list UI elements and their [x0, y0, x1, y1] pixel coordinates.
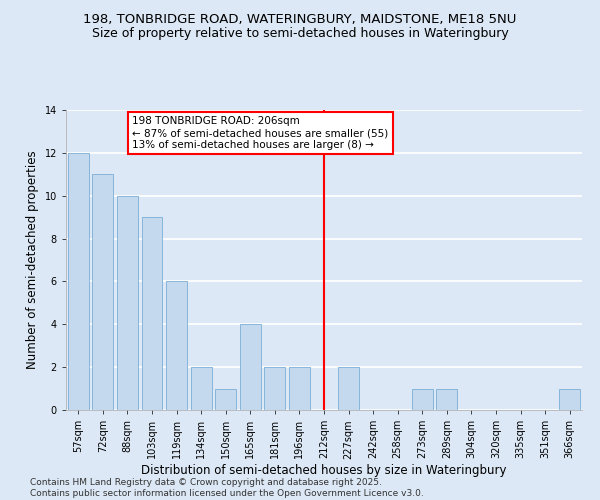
- Bar: [289, 367, 310, 410]
- Text: 198 TONBRIDGE ROAD: 206sqm
← 87% of semi-detached houses are smaller (55)
13% of: 198 TONBRIDGE ROAD: 206sqm ← 87% of semi…: [133, 116, 389, 150]
- Bar: [142, 217, 163, 410]
- Bar: [92, 174, 113, 410]
- Bar: [240, 324, 261, 410]
- Bar: [412, 388, 433, 410]
- Text: Size of property relative to semi-detached houses in Wateringbury: Size of property relative to semi-detach…: [92, 28, 508, 40]
- Bar: [166, 282, 187, 410]
- Bar: [191, 367, 212, 410]
- Bar: [338, 367, 359, 410]
- X-axis label: Distribution of semi-detached houses by size in Wateringbury: Distribution of semi-detached houses by …: [141, 464, 507, 477]
- Y-axis label: Number of semi-detached properties: Number of semi-detached properties: [26, 150, 39, 370]
- Bar: [117, 196, 138, 410]
- Bar: [265, 367, 286, 410]
- Text: 198, TONBRIDGE ROAD, WATERINGBURY, MAIDSTONE, ME18 5NU: 198, TONBRIDGE ROAD, WATERINGBURY, MAIDS…: [83, 12, 517, 26]
- Bar: [559, 388, 580, 410]
- Bar: [436, 388, 457, 410]
- Bar: [68, 153, 89, 410]
- Text: Contains HM Land Registry data © Crown copyright and database right 2025.
Contai: Contains HM Land Registry data © Crown c…: [30, 478, 424, 498]
- Bar: [215, 388, 236, 410]
